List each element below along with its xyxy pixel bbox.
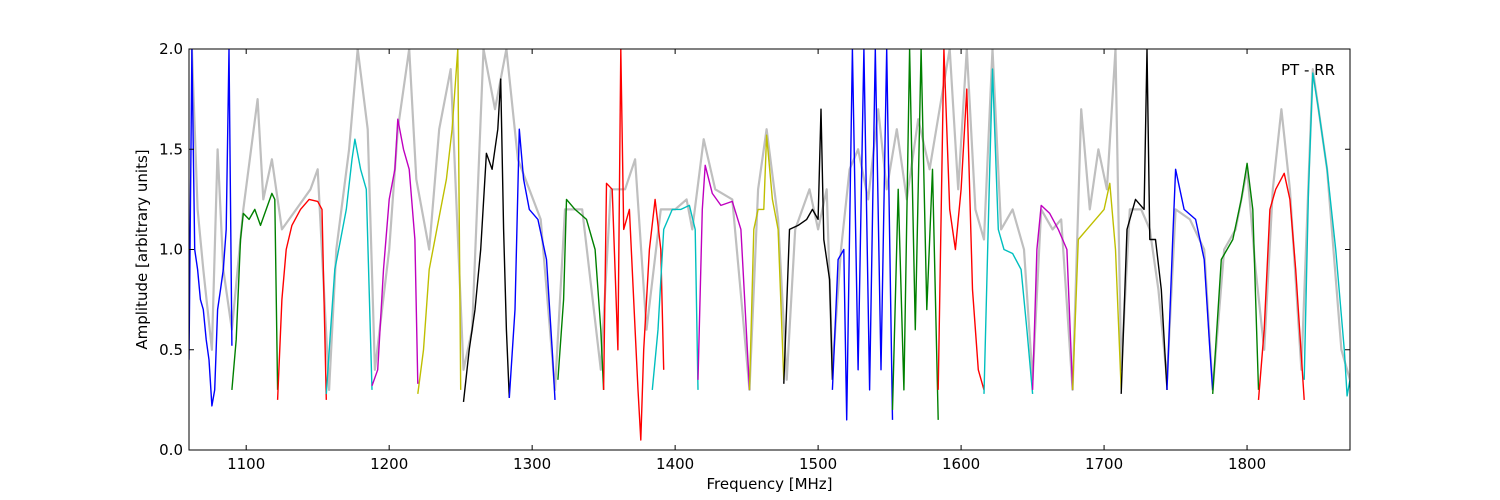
x-axis-ticks: 1100 1200 1300 1400 1500 1600 1700 1800 xyxy=(227,49,1266,473)
series-line-11 xyxy=(651,204,699,390)
series-line-4 xyxy=(325,138,373,394)
series-line-17 xyxy=(937,49,985,391)
series-line-16 xyxy=(891,49,939,420)
series-line-15 xyxy=(831,49,894,421)
series-line-25 xyxy=(1303,72,1350,397)
corner-annotation: PT - RR xyxy=(1281,61,1335,79)
plot-area xyxy=(189,49,1350,450)
series-line-22 xyxy=(1166,168,1214,390)
series-line-9 xyxy=(557,198,605,390)
series-line-8 xyxy=(508,128,556,400)
series-line-18 xyxy=(983,68,1034,394)
series-line-14 xyxy=(783,108,834,384)
x-tick-label: 1800 xyxy=(1228,455,1266,473)
series-line-6 xyxy=(417,49,462,394)
y-tick-label: 0.5 xyxy=(159,341,183,359)
series-line-3 xyxy=(276,198,327,400)
y-axis-label: Amplitude [arbitrary units] xyxy=(133,149,151,349)
series-line-1 xyxy=(189,49,233,407)
y-tick-label: 0.0 xyxy=(159,441,183,459)
x-tick-label: 1400 xyxy=(656,455,694,473)
series-line-12 xyxy=(697,164,751,390)
series-line-5 xyxy=(371,118,419,387)
x-tick-label: 1200 xyxy=(370,455,408,473)
series-line-19 xyxy=(1031,204,1074,390)
series-line-7 xyxy=(462,78,510,402)
x-axis-label: Frequency [MHz] xyxy=(706,475,832,493)
series-line-2 xyxy=(231,192,279,390)
x-tick-label: 1700 xyxy=(1085,455,1123,473)
x-tick-label: 1300 xyxy=(513,455,551,473)
series-line-13 xyxy=(748,134,785,390)
series-line-10 xyxy=(602,49,665,441)
y-axis-ticks: 0.0 0.5 1.0 1.5 2.0 xyxy=(159,40,1350,459)
x-tick-label: 1500 xyxy=(799,455,837,473)
series-line-23 xyxy=(1212,162,1260,394)
x-tick-label: 1600 xyxy=(942,455,980,473)
series-line-24 xyxy=(1257,172,1305,400)
series-layer xyxy=(189,49,1350,441)
series-line-20 xyxy=(1071,182,1122,390)
y-tick-label: 2.0 xyxy=(159,40,183,58)
x-tick-label: 1100 xyxy=(227,455,265,473)
series-line-21 xyxy=(1120,49,1168,394)
y-tick-label: 1.5 xyxy=(159,140,183,158)
y-tick-label: 1.0 xyxy=(159,241,183,259)
